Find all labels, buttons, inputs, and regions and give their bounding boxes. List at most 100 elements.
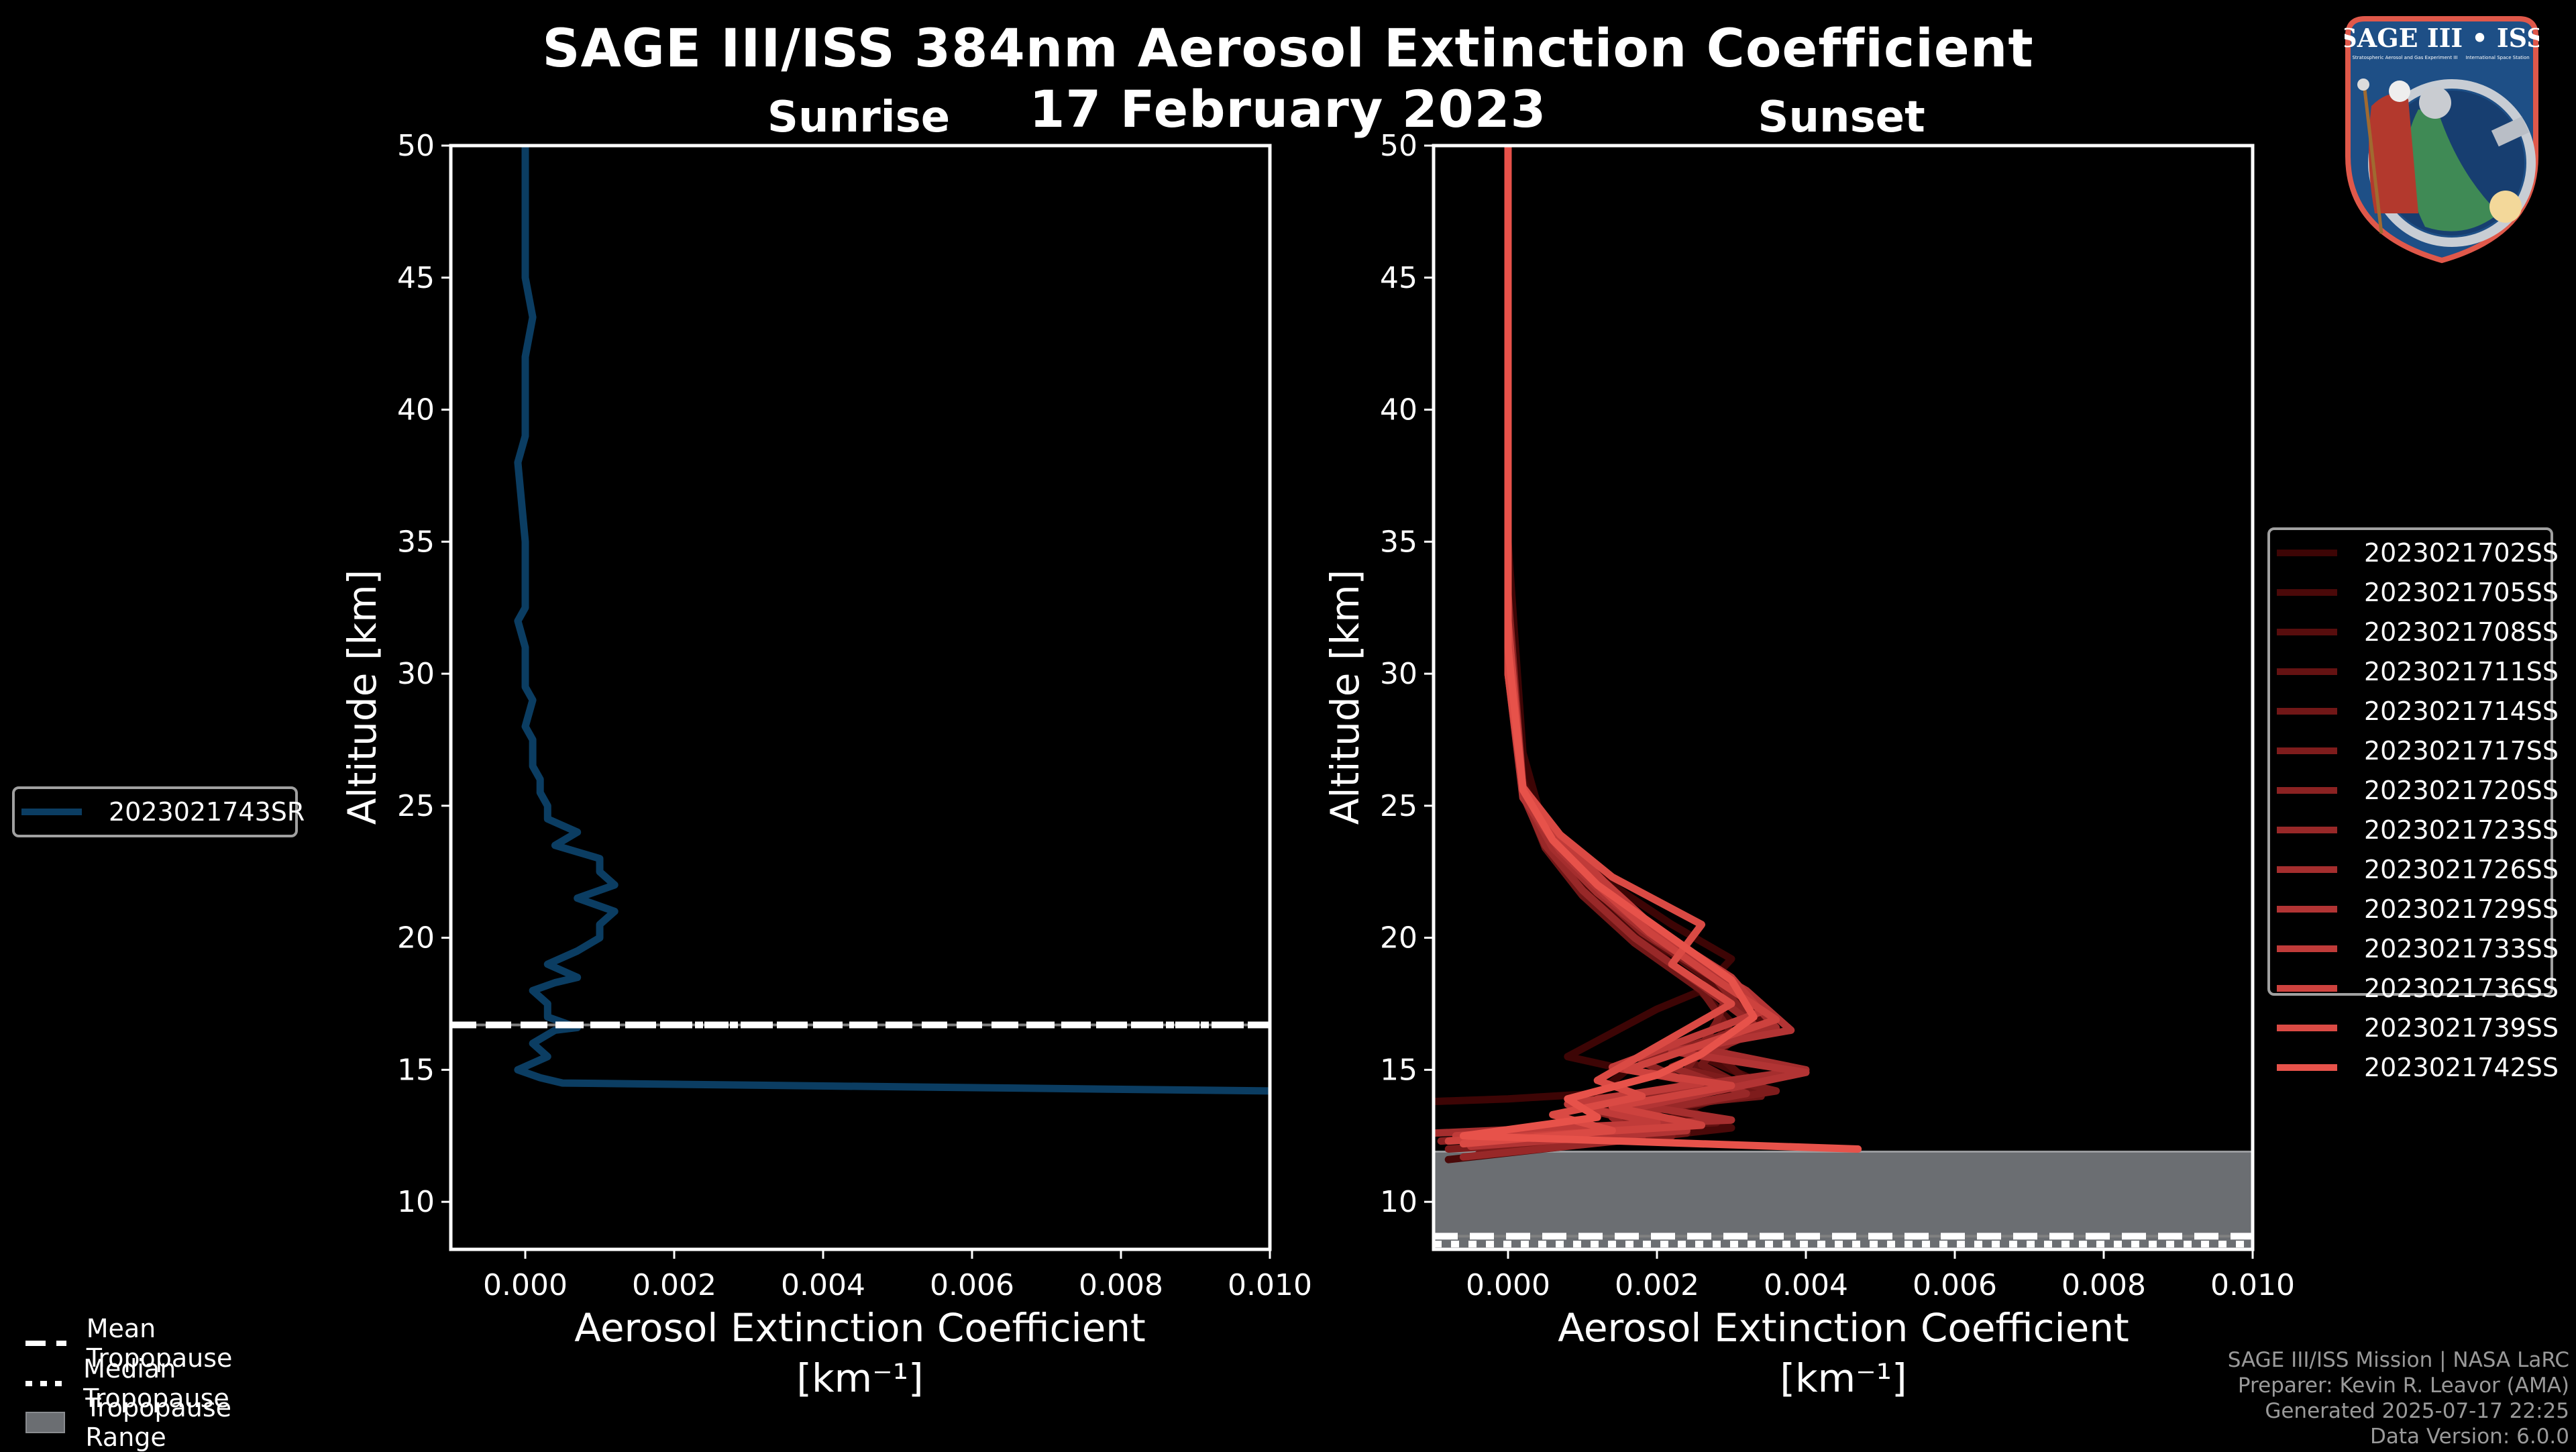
footer-data-version: Data Version: 6.0.0 [2369, 1424, 2569, 1449]
sunset-x-tick-label: 0.004 [1764, 1268, 1848, 1302]
legend-item: 2023021726SS [2277, 855, 2559, 884]
sunset-series-2023021729SS [1467, 146, 1810, 1150]
logo-tagline-left: Stratospheric Aerosol and Gas Experiment… [2352, 55, 2457, 60]
legend-label: Mean Tropopause [86, 1314, 233, 1373]
sunset-y-tick-label: 30 [1380, 657, 1417, 691]
legend-label: Tropopause Range [85, 1393, 232, 1452]
legend-item: 2023021720SS [2277, 776, 2559, 805]
legend-item-tropopause-range: Tropopause Range [25, 1393, 248, 1452]
legend-swatch [2277, 708, 2337, 715]
sunset-panel-title: Sunset [1758, 93, 1925, 142]
legend-swatch [2277, 866, 2337, 873]
sunrise-x-axis-label: Aerosol Extinction Coefficient [574, 1305, 1146, 1351]
legend-swatch [2277, 747, 2337, 754]
legend-label: 2023021711SS [2364, 657, 2559, 686]
legend-label: 2023021717SS [2364, 736, 2559, 766]
sunrise-y-tick-label: 15 [397, 1053, 435, 1087]
legend-swatch [2277, 985, 2337, 992]
sunrise-y-tick-label: 40 [397, 393, 435, 427]
figure-title: SAGE III/ISS 384nm Aerosol Extinction Co… [542, 19, 2034, 79]
legend-label: 2023021720SS [2364, 776, 2559, 805]
sunrise-y-tick-label: 45 [397, 261, 435, 295]
sunset-y-tick-label: 25 [1380, 789, 1417, 823]
legend-item: 2023021743SR [21, 797, 305, 827]
footer-credits: SAGE III/ISS Mission | NASA LaRC Prepare… [2228, 1347, 2569, 1449]
legend-label: 2023021742SS [2364, 1053, 2559, 1082]
sunset-plot-area [1434, 146, 2253, 1249]
legend-label: 2023021739SS [2364, 1013, 2559, 1043]
sunset-y-tick-label: 15 [1380, 1053, 1417, 1087]
legend-swatch [2277, 668, 2337, 675]
legend-item: 2023021723SS [2277, 815, 2559, 845]
sunrise-legend: 2023021743SR [12, 786, 305, 837]
sunset-x-axis-unit: [km⁻¹] [1780, 1355, 1907, 1401]
sunrise-y-tick-label: 20 [397, 921, 435, 955]
sunset-y-tick-label: 35 [1380, 525, 1417, 559]
sunrise-x-tick-label: 0.002 [632, 1268, 716, 1302]
legend-item-mean-tropopause: Mean Tropopause [25, 1314, 248, 1373]
logo-title: SAGE III • ISS [2345, 23, 2539, 53]
sunset-panel: 0.000 0.002 0.004 0.006 0.008 0.010 10 15 20 25 30… [1380, 129, 2295, 1302]
footer-preparer: Preparer: Kevin R. Leavor (AMA) [2237, 1373, 2569, 1398]
sage-iii-iss-mission-logo: SAGE III • ISS Stratospheric Aerosol and… [2345, 16, 2539, 264]
sunset-x-tick-label: 0.000 [1466, 1268, 1550, 1302]
legend-label: 2023021714SS [2364, 696, 2559, 726]
footer-mission: SAGE III/ISS Mission | NASA LaRC [2227, 1348, 2569, 1372]
sunset-x-tick-label: 0.006 [1913, 1268, 1997, 1302]
legend-swatch [2277, 589, 2337, 596]
sunrise-panel-title: Sunrise [767, 93, 951, 142]
legend-item: 2023021711SS [2277, 657, 2559, 686]
legend-label: 2023021736SS [2364, 974, 2559, 1003]
legend-item: 2023021702SS [2277, 538, 2559, 568]
legend-swatch [2277, 1064, 2337, 1071]
dotted-line-icon [25, 1381, 64, 1386]
legend-swatch [2277, 827, 2337, 833]
legend-label: 2023021733SS [2364, 934, 2559, 964]
sunset-series-2023021726SS [1434, 146, 1810, 1137]
sunset-y-axis-label: Altitude [km] [1322, 569, 1368, 825]
sunrise-y-tick-label: 35 [397, 525, 435, 559]
sunset-series-2023021714SS [1474, 146, 1765, 1158]
legend-item: 2023021714SS [2277, 696, 2559, 726]
legend-swatch [2277, 550, 2337, 556]
sunrise-x-tick-label: 0.008 [1079, 1268, 1163, 1302]
legend-label: Median Tropopause [83, 1354, 229, 1413]
legend-label: 2023021705SS [2364, 578, 2559, 607]
legend-item: 2023021708SS [2277, 617, 2559, 647]
legend-item: 2023021742SS [2277, 1053, 2559, 1082]
sunrise-panel: 0.000 0.002 0.004 0.006 0.008 0.010 10 15 20 25 30… [397, 129, 1312, 1302]
legend-label: 2023021723SS [2364, 815, 2559, 845]
sunrise-x-tick-label: 0.006 [930, 1268, 1014, 1302]
sunset-y-tick-label: 40 [1380, 393, 1417, 427]
legend-swatch [2277, 629, 2337, 635]
legend-swatch [2277, 906, 2337, 913]
legend-item: 2023021729SS [2277, 894, 2559, 924]
legend-label: 2023021726SS [2364, 855, 2559, 884]
legend-swatch [2277, 787, 2337, 794]
legend-label: 2023021708SS [2364, 617, 2559, 647]
sunset-y-tick-label: 10 [1380, 1185, 1417, 1219]
legend-label: 2023021702SS [2364, 538, 2559, 568]
sunrise-x-tick-label: 0.010 [1228, 1268, 1312, 1302]
logo-tagline-right: International Space Station [2465, 55, 2529, 60]
sunset-y-tick-label: 50 [1380, 129, 1417, 163]
sunrise-y-tick-label: 10 [397, 1185, 435, 1219]
legend-item: 2023021736SS [2277, 974, 2559, 1003]
sunset-y-tick-label: 20 [1380, 921, 1417, 955]
sunset-x-tick-label: 0.010 [2210, 1268, 2295, 1302]
legend-label: 2023021729SS [2364, 894, 2559, 924]
sunrise-axes-frame [449, 144, 1272, 1251]
sunrise-y-tick-label: 30 [397, 657, 435, 691]
range-swatch-icon [25, 1412, 66, 1433]
sunrise-y-tick-label: 50 [397, 129, 435, 163]
legend-swatch [21, 809, 82, 815]
dashed-line-icon [25, 1341, 66, 1346]
sunrise-x-tick-label: 0.004 [781, 1268, 865, 1302]
sunrise-x-axis-unit: [km⁻¹] [796, 1355, 924, 1401]
legend-item: 2023021739SS [2277, 1013, 2559, 1043]
sunset-legend: 2023021702SS 2023021705SS 2023021708SS 2023… [2267, 527, 2559, 1082]
sunset-x-tick-label: 0.008 [2061, 1268, 2146, 1302]
figure-date: 17 February 2023 [1029, 79, 1547, 139]
sunset-x-axis-label: Aerosol Extinction Coefficient [1558, 1305, 2129, 1351]
